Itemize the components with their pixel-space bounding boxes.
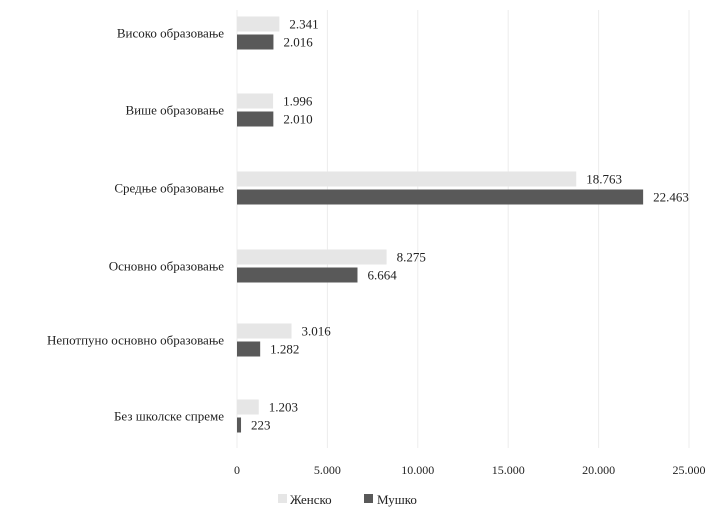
x-tick-label: 10.000 [401, 463, 434, 477]
category-labels: Високо образовање Више образовање Средње о… [47, 26, 224, 424]
legend-label-zensko: Женско [290, 492, 332, 507]
data-label: 18.763 [586, 172, 622, 187]
bar-musko [237, 267, 358, 283]
bar-zensko [237, 93, 274, 109]
labels-layer: 2.341 1.996 18.763 8.275 3.016 1.203 2.016 2.01… [251, 17, 689, 433]
x-tick-label: 25.000 [673, 463, 706, 477]
x-tick-label: 5.000 [314, 463, 341, 477]
bar-zensko [237, 171, 577, 187]
data-label: 2.341 [289, 17, 318, 32]
data-label: 1.282 [270, 342, 299, 357]
data-label: 8.275 [397, 250, 426, 265]
data-label: 2.016 [283, 35, 313, 50]
bar-musko [237, 34, 274, 50]
x-tick-label: 20.000 [582, 463, 615, 477]
data-label: 2.010 [283, 112, 312, 127]
bar-zensko [237, 16, 280, 32]
category-label: Основно образовање [109, 259, 225, 274]
grid-layer [236, 10, 690, 448]
bar-musko [237, 111, 274, 127]
bar-musko [237, 341, 261, 357]
bar-musko [237, 189, 644, 205]
legend: Женско Мушко [278, 492, 417, 507]
x-tick-label: 0 [234, 463, 240, 477]
category-label: Више образовање [125, 103, 224, 118]
legend-swatch-zensko [278, 494, 287, 503]
bar-zensko [237, 323, 292, 339]
data-label: 1.203 [269, 400, 298, 415]
x-tick-label: 15.000 [492, 463, 525, 477]
data-label: 6.664 [367, 268, 397, 283]
data-label: 1.996 [283, 94, 313, 109]
x-axis-ticks: 0 5.000 10.000 15.000 20.000 25.000 [234, 463, 706, 477]
category-label: Високо образовање [117, 26, 224, 41]
bar-zensko [237, 249, 387, 265]
data-label: 3.016 [302, 324, 332, 339]
bar-zensko [237, 399, 259, 415]
data-label: 22.463 [653, 190, 689, 205]
category-label: Без школске спреме [114, 409, 224, 424]
category-label: Непотпуно основно образовање [47, 333, 224, 348]
legend-swatch-musko [364, 494, 373, 503]
data-label: 223 [251, 418, 271, 433]
category-label: Средње образовање [114, 181, 224, 196]
bar-musko [237, 417, 242, 433]
bars-layer [237, 16, 644, 433]
legend-label-musko: Мушко [377, 492, 417, 507]
